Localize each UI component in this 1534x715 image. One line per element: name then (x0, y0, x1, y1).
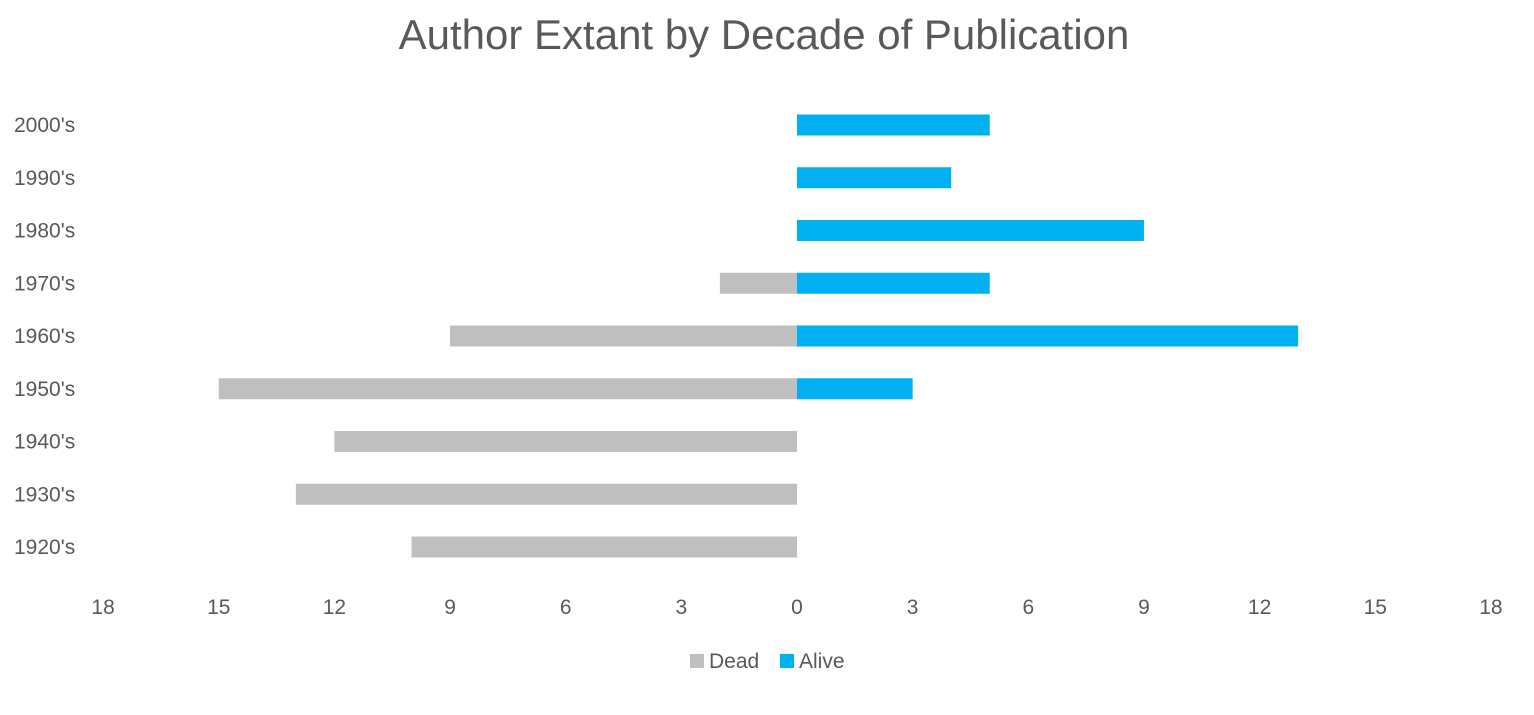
legend: Dead Alive (690, 650, 845, 673)
x-tick-label: 18 (91, 596, 114, 619)
bar-dead-1950-s (218, 378, 797, 400)
x-tick-label: 15 (1364, 596, 1387, 619)
category-labels: 1920's 1930's 1940's 1950's 1960's 1970's 1980… (14, 114, 75, 559)
category-label-1980-s: 1980's (14, 220, 75, 243)
legend-label-alive: Alive (799, 650, 845, 673)
bar-dead-1970-s (719, 272, 797, 294)
x-tick-label: 9 (444, 596, 456, 619)
bar-dead-1920-s (411, 536, 797, 558)
bar-alive-1980-s (797, 220, 1144, 241)
bars-group (218, 114, 1299, 558)
x-tick-label: 12 (323, 596, 346, 619)
chart-title: Author Extant by Decade of Publication (399, 11, 1130, 58)
bar-dead-1960-s (450, 325, 797, 347)
x-tick-label: 12 (1248, 596, 1271, 619)
category-label-1920-s: 1920's (14, 536, 75, 559)
category-label-1950-s: 1950's (14, 378, 75, 401)
x-tick-label: 6 (1022, 596, 1034, 619)
category-label-1970-s: 1970's (14, 272, 75, 295)
x-tick-label: 0 (791, 596, 803, 619)
x-tick-label: 3 (907, 596, 919, 619)
category-label-1990-s: 1990's (14, 167, 75, 190)
bar-alive-1960-s (797, 325, 1299, 347)
bar-alive-1950-s (797, 378, 913, 400)
legend-swatch-dead (690, 654, 704, 668)
category-label-1930-s: 1930's (14, 483, 75, 506)
x-axis-tick-labels: 18 15 12 9 6 3 0 3 6 9 12 15 18 (91, 596, 1502, 619)
legend-label-dead: Dead (709, 650, 759, 673)
x-tick-label: 9 (1138, 596, 1150, 619)
x-tick-label: 3 (676, 596, 688, 619)
bar-alive-1990-s (797, 167, 952, 189)
bar-alive-1970-s (797, 272, 990, 294)
x-tick-label: 18 (1479, 596, 1502, 619)
x-tick-label: 15 (207, 596, 230, 619)
category-label-1960-s: 1960's (14, 325, 75, 348)
bar-dead-1930-s (295, 483, 797, 505)
bar-dead-1940-s (334, 431, 797, 452)
x-tick-label: 6 (560, 596, 572, 619)
category-label-1940-s: 1940's (14, 431, 75, 454)
bar-alive-2000-s (797, 114, 990, 136)
legend-swatch-alive (780, 654, 794, 668)
category-label-2000-s: 2000's (14, 114, 75, 137)
